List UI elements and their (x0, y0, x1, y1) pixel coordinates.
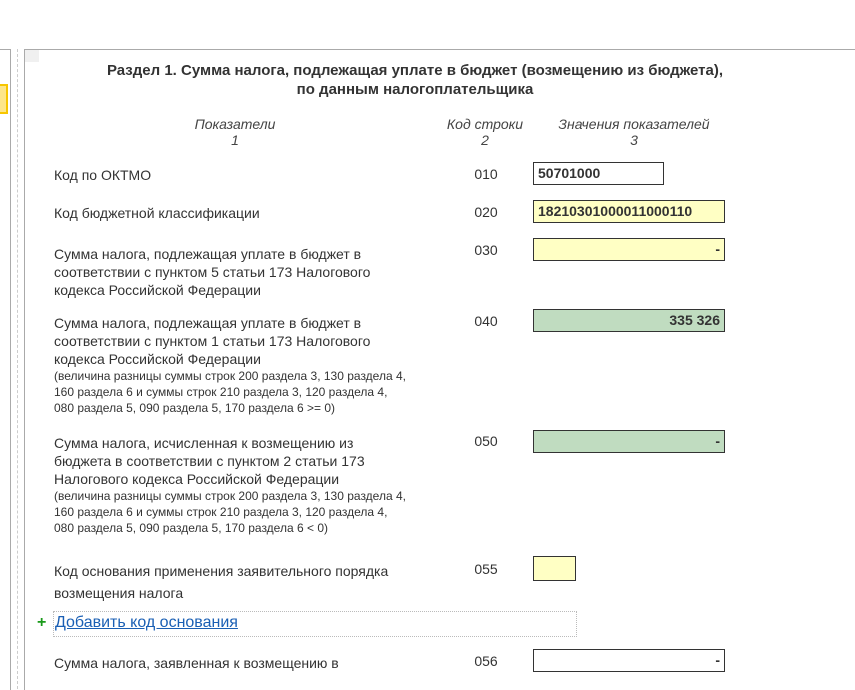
code-056: 056 (474, 653, 498, 669)
label-050: Сумма налога, исчисленная к возмещению и… (54, 435, 406, 535)
form-area (24, 49, 855, 690)
field-055[interactable] (533, 556, 576, 581)
label-kbk: Код бюджетной классификации (54, 205, 260, 221)
label-oktmo: Код по ОКТМО (54, 167, 152, 183)
field-050[interactable]: - (533, 430, 725, 453)
label-056: Сумма налога, заявленная к возмещению в (54, 655, 339, 671)
code-055: 055 (474, 561, 498, 577)
header-values: Значения показателей 3 (558, 116, 710, 148)
label-040: Сумма налога, подлежащая уплате в бюджет… (54, 315, 406, 415)
form-corner (25, 50, 39, 62)
code-030: 030 (474, 242, 498, 258)
oktmo-field[interactable]: 50701000 (533, 162, 664, 185)
selected-left-item[interactable] (0, 84, 8, 114)
header-indicators: Показатели 1 (194, 116, 276, 148)
note-040: (величина разницы суммы строк 200 раздел… (54, 369, 406, 415)
section-subtitle: по данным налогоплательщика (296, 81, 534, 98)
field-040[interactable]: 335 326 (533, 309, 725, 332)
add-code-box (53, 611, 577, 637)
field-056[interactable]: - (533, 649, 725, 672)
code-050: 050 (474, 433, 498, 449)
field-030[interactable]: - (533, 238, 725, 261)
kbk-field[interactable]: 18210301000011000110 (533, 200, 725, 223)
splitter[interactable] (17, 49, 18, 689)
section-title: Раздел 1. Сумма налога, подлежащая уплат… (106, 62, 724, 79)
add-code-link[interactable]: Добавить код основания (55, 614, 238, 631)
header-line-code: Код строки 2 (446, 116, 524, 148)
code-020: 020 (474, 204, 498, 220)
code-040: 040 (474, 313, 498, 329)
label-030: Сумма налога, подлежащая уплате в бюджет… (54, 246, 371, 298)
left-panel (0, 49, 11, 690)
label-055: Код основания применения заявительного п… (54, 563, 389, 601)
plus-icon[interactable]: + (37, 614, 47, 631)
code-010: 010 (474, 166, 498, 182)
note-050: (величина разницы суммы строк 200 раздел… (54, 489, 406, 535)
